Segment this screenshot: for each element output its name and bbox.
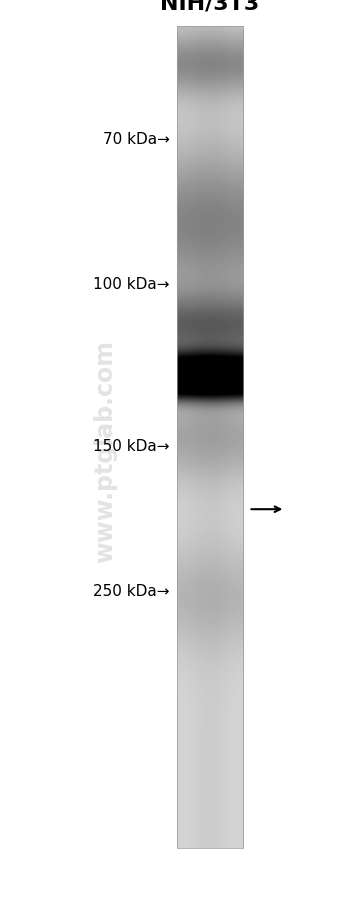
Text: 150 kDa→: 150 kDa→ <box>93 439 170 454</box>
Text: NIH/3T3: NIH/3T3 <box>160 0 260 14</box>
Text: 250 kDa→: 250 kDa→ <box>93 584 170 598</box>
Text: 100 kDa→: 100 kDa→ <box>93 277 170 291</box>
Text: 70 kDa→: 70 kDa→ <box>103 133 170 147</box>
Text: www.ptglab.com: www.ptglab.com <box>93 340 117 562</box>
Bar <box>177 27 243 848</box>
